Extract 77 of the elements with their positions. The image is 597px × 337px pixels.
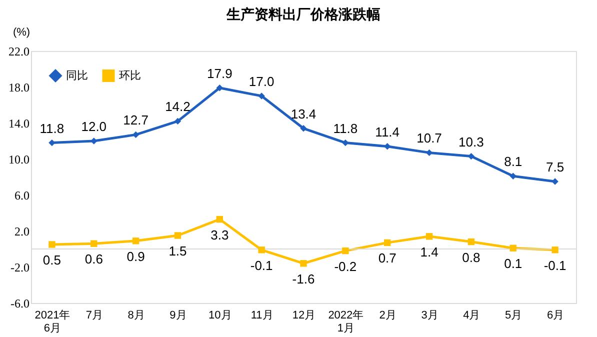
data-label: 0.8 (462, 250, 480, 265)
point (216, 216, 224, 223)
x-tick-label: 9月 (170, 310, 187, 322)
y-tick-label: 18.0 (8, 80, 30, 94)
x-tick-label: 8月 (128, 310, 145, 322)
y-tick-label: 22.0 (8, 44, 30, 58)
point (342, 247, 349, 254)
data-label: 11.8 (40, 120, 64, 136)
data-label: 8.1 (504, 154, 522, 170)
data-label: 14.2 (165, 99, 190, 114)
y-axis-title: (%) (12, 26, 30, 38)
y-tick-label: 2.0 (14, 224, 30, 238)
point (258, 92, 265, 100)
point (258, 246, 265, 254)
point (510, 172, 516, 180)
x-tick-label: 2022年 1月 (328, 310, 364, 334)
x-tick-label: 12月 (292, 310, 316, 322)
point (90, 240, 98, 247)
x-tick-label: 3月 (421, 310, 438, 322)
data-label: 17.9 (207, 66, 232, 81)
x-tick-label: 6月 (546, 310, 564, 322)
data-label: 10.7 (416, 130, 442, 146)
data-label: 1.5 (168, 244, 187, 258)
point (552, 246, 558, 254)
y-tick-label: 14.0 (8, 116, 30, 130)
data-label: 0.9 (126, 248, 145, 264)
point (384, 143, 391, 150)
data-label: 10.3 (458, 134, 484, 150)
data-label: 11.4 (375, 124, 400, 140)
data-label: 0.1 (504, 256, 522, 272)
y-tick-label: 6.0 (14, 188, 30, 202)
x-tick-label: 2月 (379, 310, 396, 322)
point (48, 241, 56, 248)
point (90, 138, 98, 144)
point (510, 244, 516, 252)
data-label: 7.5 (546, 160, 564, 174)
point (552, 178, 558, 185)
x-tick-label: 2021年 6月 (34, 310, 70, 334)
point (132, 238, 140, 244)
x-tick-label: 5月 (505, 310, 522, 322)
data-label: -0.1 (544, 258, 566, 273)
point (174, 118, 182, 125)
data-label: 0.5 (42, 252, 61, 268)
point (426, 233, 433, 240)
legend-label: 同比 (66, 68, 88, 82)
point (300, 260, 307, 267)
x-tick-label: 4月 (463, 310, 480, 322)
data-label: 12.7 (123, 112, 148, 128)
point (468, 238, 475, 246)
data-label: 1.4 (420, 244, 438, 260)
data-label: 11.8 (333, 120, 358, 136)
data-label: -1.6 (292, 271, 315, 286)
point (216, 84, 224, 92)
point (468, 152, 475, 160)
y-tick-label: -6.0 (10, 296, 30, 310)
point (342, 139, 349, 146)
point (48, 139, 56, 146)
data-label: 3.3 (210, 227, 229, 242)
data-label: 12.0 (81, 119, 107, 134)
y-tick-label: 10.0 (8, 152, 30, 166)
legend-label: 环比 (119, 68, 141, 82)
x-tick-label: 11月 (250, 310, 274, 322)
y-tick-label: -2.0 (10, 260, 30, 274)
point (426, 149, 433, 156)
data-label: 13.4 (290, 106, 316, 122)
point (384, 239, 391, 246)
data-label: -0.2 (334, 258, 357, 274)
data-label: 0.7 (378, 250, 396, 266)
x-tick-label: 10月 (208, 310, 232, 322)
point (132, 131, 140, 138)
x-tick-label: 7月 (86, 310, 103, 322)
data-label: 17.0 (248, 74, 274, 89)
chart-title: 生产资料出厂价格涨跌幅 (226, 6, 380, 22)
data-label: 0.6 (84, 252, 103, 267)
point (174, 232, 182, 239)
data-label: -0.1 (250, 258, 273, 273)
point (300, 125, 307, 132)
